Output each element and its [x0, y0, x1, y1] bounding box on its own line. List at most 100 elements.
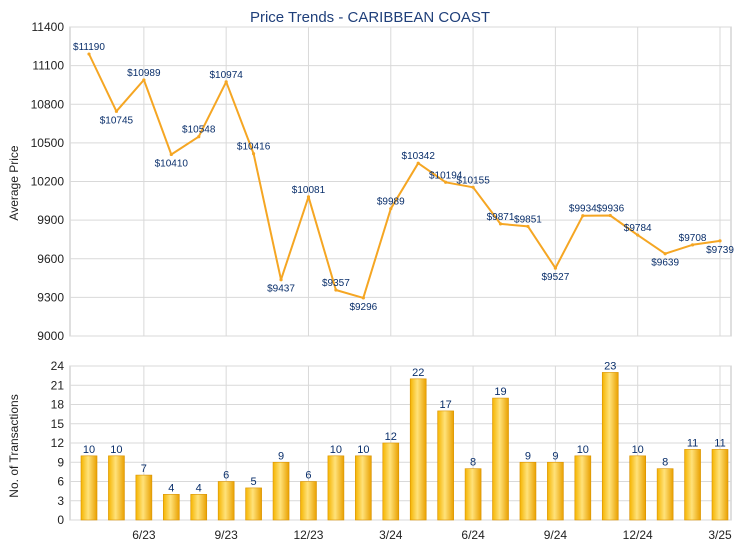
transactions-y-tick-label: 24 — [51, 359, 65, 373]
price-point — [608, 213, 612, 218]
transactions-data-label: 4 — [196, 482, 202, 494]
price-point — [498, 222, 503, 226]
price-y-tick-label: 9900 — [37, 213, 64, 227]
price-data-label: $9639 — [651, 258, 679, 269]
transactions-y-tick-label: 15 — [51, 417, 65, 431]
transactions-data-label: 10 — [83, 444, 95, 456]
price-data-label: $10081 — [292, 185, 326, 196]
transactions-data-label: 5 — [251, 476, 257, 488]
x-tick-label: 6/24 — [461, 528, 485, 542]
transactions-bar — [684, 449, 701, 521]
price-point — [306, 195, 311, 199]
price-point — [663, 252, 667, 256]
transactions-bar — [190, 494, 208, 521]
transactions-bar — [300, 481, 317, 521]
price-point — [334, 288, 338, 292]
price-data-label: $9936 — [596, 203, 624, 214]
price-y-tick-label: 11100 — [32, 59, 64, 73]
price-data-label: $11190 — [73, 42, 105, 53]
transactions-y-tick-label: 3 — [57, 494, 64, 508]
x-tick-label: 9/23 — [214, 528, 238, 542]
transactions-data-label: 10 — [110, 444, 122, 456]
price-data-label: $9296 — [349, 302, 377, 313]
transactions-bar — [245, 487, 262, 521]
transactions-bar — [492, 397, 509, 521]
price-data-label: $10155 — [456, 175, 490, 186]
transactions-data-label: 9 — [552, 450, 558, 462]
price-data-label: $10548 — [182, 125, 216, 136]
transactions-bar — [574, 455, 592, 521]
transactions-y-tick-label: 9 — [57, 455, 64, 469]
transactions-data-label: 23 — [604, 360, 616, 372]
transactions-bar — [547, 461, 564, 521]
transactions-y-tick-label: 18 — [51, 398, 65, 412]
x-tick-label: 9/24 — [544, 528, 568, 542]
price-data-label: $10342 — [402, 151, 436, 162]
price-y-tick-label: 9600 — [37, 252, 64, 266]
price-point — [279, 278, 283, 282]
transactions-data-label: 10 — [357, 444, 369, 456]
price-point — [197, 135, 201, 139]
transactions-bar — [711, 449, 729, 521]
x-tick-label: 12/24 — [623, 528, 653, 542]
price-point — [224, 80, 228, 84]
price-y-tick-label: 9000 — [37, 329, 64, 343]
transactions-bar — [217, 481, 235, 521]
price-point — [444, 180, 448, 184]
transactions-bar — [409, 378, 427, 521]
price-data-label: $9871 — [487, 212, 515, 223]
price-data-label: $9708 — [679, 233, 707, 244]
transactions-bar — [464, 468, 482, 521]
transactions-axis-label: No. of Transactions — [7, 394, 21, 497]
x-tick-label: 12/23 — [293, 528, 323, 542]
price-point — [636, 233, 640, 237]
price-point — [471, 185, 475, 189]
price-data-label: $9739 — [706, 245, 734, 256]
chart-title: Price Trends - CARIBBEAN COAST — [250, 9, 490, 26]
transactions-data-label: 9 — [278, 450, 284, 462]
x-tick-label: 3/25 — [708, 528, 732, 542]
price-point — [690, 243, 695, 247]
transactions-y-tick-label: 0 — [57, 513, 64, 527]
transactions-data-label: 8 — [470, 457, 476, 469]
transactions-data-label: 9 — [525, 450, 531, 462]
transactions-y-tick-label: 6 — [57, 475, 64, 489]
transactions-bar — [108, 455, 125, 521]
price-point — [526, 224, 530, 229]
transactions-data-label: 10 — [632, 444, 644, 456]
price-point — [87, 52, 91, 56]
transactions-data-label: 6 — [223, 470, 229, 482]
price-axis-label: Average Price — [7, 145, 21, 220]
transactions-y-tick-label: 21 — [51, 378, 65, 392]
transactions-data-label: 10 — [577, 444, 589, 456]
transactions-bar — [163, 494, 180, 521]
transactions-data-label: 17 — [440, 399, 452, 411]
price-y-tick-label: 10200 — [31, 175, 65, 189]
price-point — [553, 266, 557, 270]
price-data-label: $10416 — [237, 142, 271, 153]
transactions-data-label: 10 — [330, 444, 342, 456]
transactions-bar — [327, 455, 345, 521]
price-data-label: $10745 — [100, 115, 134, 126]
price-point — [142, 78, 146, 82]
transactions-data-label: 6 — [305, 470, 311, 482]
price-y-tick-label: 10800 — [31, 97, 65, 111]
transactions-bar — [382, 442, 400, 521]
price-point — [389, 207, 393, 211]
transactions-bar — [629, 455, 646, 521]
transactions-data-label: 7 — [141, 463, 147, 475]
price-data-label: $9851 — [514, 214, 542, 225]
x-tick-label: 3/24 — [379, 528, 403, 542]
price-data-label: $9357 — [322, 278, 350, 289]
transactions-data-label: 12 — [385, 431, 397, 443]
price-data-label: $9989 — [377, 197, 405, 208]
price-data-label: $9934 — [569, 204, 597, 215]
price-data-label: $9784 — [624, 223, 652, 234]
price-point — [581, 214, 585, 218]
price-y-tick-label: 9300 — [37, 290, 64, 304]
price-data-label: $10410 — [155, 158, 189, 169]
transactions-y-tick-label: 12 — [51, 436, 65, 450]
price-point — [361, 296, 365, 300]
price-data-label: $10194 — [429, 170, 463, 181]
price-data-label: $10989 — [127, 68, 161, 79]
